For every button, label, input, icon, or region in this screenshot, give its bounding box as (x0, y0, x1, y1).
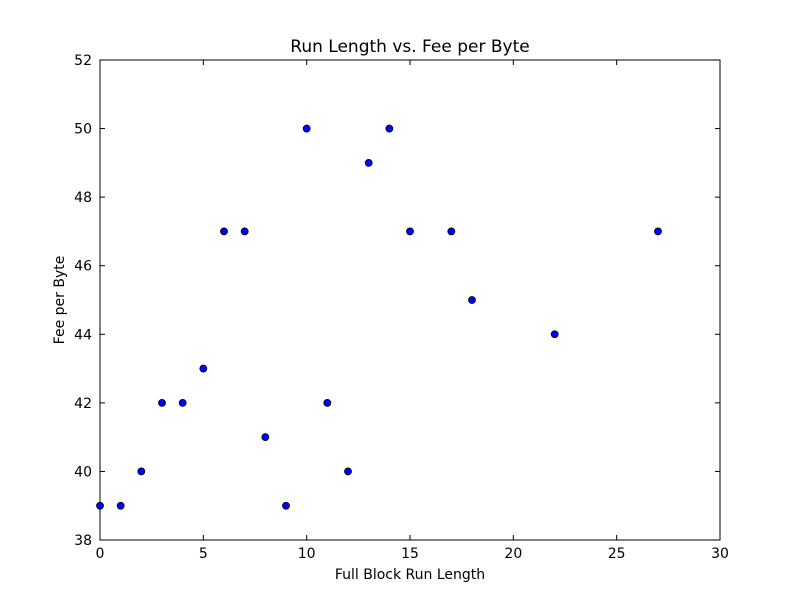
data-point (282, 501, 290, 510)
data-point (116, 501, 125, 510)
data-point (178, 398, 187, 407)
data-point (550, 330, 559, 339)
x-tick-label: 25 (608, 546, 626, 562)
y-tick-label: 40 (74, 464, 92, 480)
y-tick-label: 50 (74, 122, 92, 138)
data-point (385, 124, 394, 133)
x-tick-label: 5 (199, 546, 208, 562)
y-tick-label: 52 (74, 53, 92, 69)
y-axis-label: Fee per Byte (52, 256, 68, 345)
data-point (96, 501, 104, 510)
data-point (323, 398, 332, 407)
y-tick-label: 46 (74, 259, 92, 275)
data-point (406, 227, 414, 236)
y-tick-label: 48 (74, 190, 92, 206)
chart-title: Run Length vs. Fee per Byte (290, 37, 529, 57)
data-point (344, 467, 352, 476)
x-tick-label: 0 (96, 546, 105, 562)
data-point (654, 227, 662, 236)
data-point (468, 296, 476, 304)
x-tick-label: 10 (298, 546, 316, 562)
data-point (302, 124, 311, 133)
data-point (137, 467, 146, 476)
y-tick-label: 44 (74, 327, 92, 343)
plot-area: 0 5 10 15 20 25 30 38 40 42 44 46 48 50 52 (74, 53, 729, 562)
data-point (261, 433, 270, 442)
x-tick-label: 15 (401, 546, 419, 562)
data-point (199, 364, 208, 373)
x-tick-label: 20 (504, 546, 522, 562)
data-point (240, 227, 249, 236)
data-point (220, 227, 228, 236)
y-tick-label: 38 (74, 533, 92, 549)
data-point (158, 398, 166, 407)
data-point (447, 227, 456, 236)
data-point (364, 158, 373, 167)
x-axis-label: Full Block Run Length (335, 567, 485, 583)
x-tick-label: 30 (711, 546, 729, 562)
y-tick-label: 42 (74, 396, 92, 412)
